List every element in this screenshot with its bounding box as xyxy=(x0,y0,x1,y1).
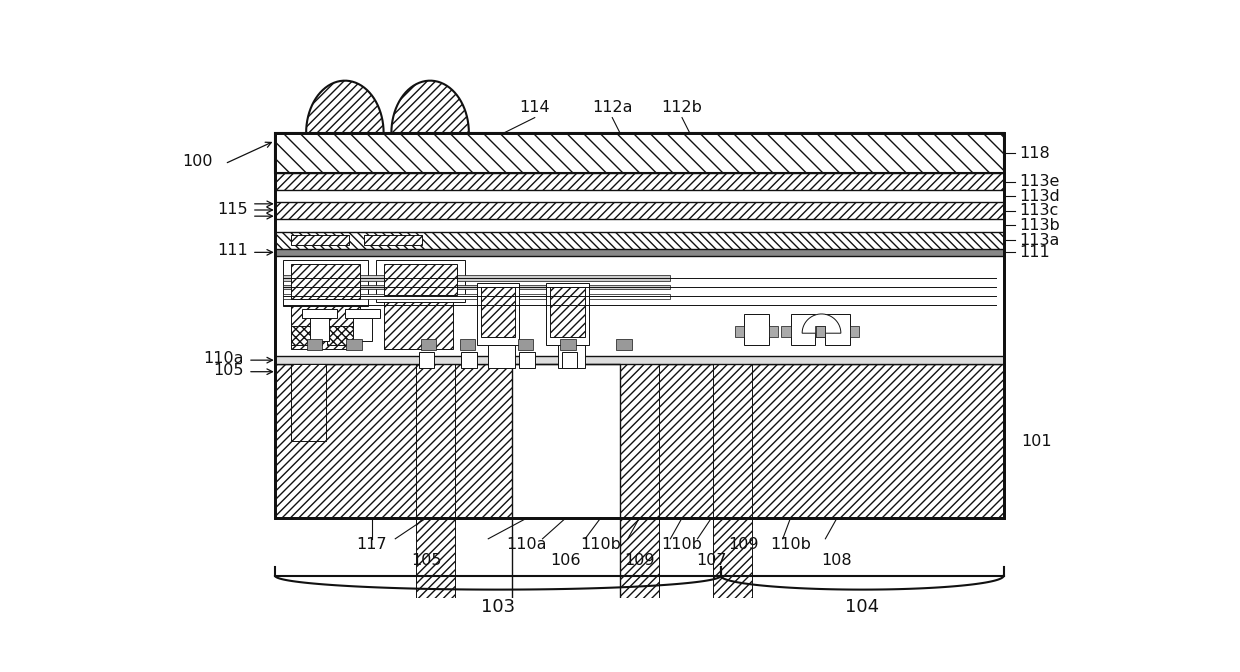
Bar xyxy=(417,364,455,672)
Text: 112b: 112b xyxy=(662,100,702,115)
Bar xyxy=(851,325,859,337)
Bar xyxy=(290,271,361,349)
Bar xyxy=(365,235,423,245)
Text: 112a: 112a xyxy=(591,100,632,115)
Bar xyxy=(520,352,534,368)
Text: 100: 100 xyxy=(182,154,213,169)
Text: 101: 101 xyxy=(1022,433,1052,448)
Text: 113c: 113c xyxy=(1019,203,1059,218)
Text: 113a: 113a xyxy=(1019,233,1059,247)
Bar xyxy=(513,366,618,651)
Bar xyxy=(290,364,325,441)
Bar xyxy=(275,249,1003,256)
Bar xyxy=(352,318,372,341)
Bar xyxy=(558,345,585,368)
Bar xyxy=(419,352,434,368)
Bar xyxy=(275,133,1003,173)
Bar xyxy=(310,318,330,341)
Text: 106: 106 xyxy=(551,553,582,568)
Text: 111: 111 xyxy=(217,243,248,257)
Polygon shape xyxy=(306,81,383,133)
Text: 109: 109 xyxy=(624,553,655,568)
Bar xyxy=(551,287,585,337)
Text: 115: 115 xyxy=(217,202,248,218)
Bar xyxy=(476,283,520,345)
Bar xyxy=(290,235,348,245)
Text: 103: 103 xyxy=(481,597,515,616)
Text: 108: 108 xyxy=(822,553,852,568)
Bar xyxy=(620,364,658,672)
Bar xyxy=(826,314,851,345)
Text: 111: 111 xyxy=(1019,245,1050,260)
Bar xyxy=(275,364,1003,518)
Bar xyxy=(275,133,1003,518)
Bar xyxy=(460,339,475,350)
Text: 110a: 110a xyxy=(203,351,244,366)
Bar xyxy=(769,325,779,337)
Bar xyxy=(283,294,671,298)
Text: 110b: 110b xyxy=(580,538,621,552)
Text: 110a: 110a xyxy=(507,538,547,552)
Bar xyxy=(275,219,1003,232)
Bar xyxy=(420,339,436,350)
Bar xyxy=(275,133,1003,518)
Bar xyxy=(283,275,671,281)
Text: 110b: 110b xyxy=(770,538,811,552)
Bar xyxy=(518,339,533,350)
Text: 114: 114 xyxy=(520,100,551,115)
Bar xyxy=(518,364,557,672)
Text: 110b: 110b xyxy=(662,538,702,552)
Bar xyxy=(383,267,454,349)
Bar xyxy=(744,314,769,345)
Text: 113e: 113e xyxy=(1019,174,1059,189)
Bar xyxy=(383,264,458,295)
Text: 109: 109 xyxy=(729,538,759,552)
Text: 107: 107 xyxy=(696,553,727,568)
Text: 113d: 113d xyxy=(1019,189,1060,204)
Text: 105: 105 xyxy=(213,363,244,378)
Text: 105: 105 xyxy=(410,553,441,568)
Bar xyxy=(734,325,744,337)
Bar xyxy=(791,314,816,345)
Bar xyxy=(306,339,322,350)
Bar xyxy=(290,325,321,345)
Bar xyxy=(275,356,1003,364)
Bar xyxy=(562,352,578,368)
Bar xyxy=(481,287,516,337)
Text: 104: 104 xyxy=(846,597,879,616)
Polygon shape xyxy=(802,314,841,333)
Bar xyxy=(290,264,361,298)
Polygon shape xyxy=(392,81,469,133)
Bar xyxy=(303,308,337,318)
Bar xyxy=(713,364,751,657)
Text: 118: 118 xyxy=(1019,146,1050,161)
Bar xyxy=(376,260,465,302)
Bar xyxy=(511,364,620,657)
Bar xyxy=(346,339,362,350)
Bar xyxy=(275,173,1003,190)
Bar xyxy=(616,339,631,350)
Bar xyxy=(461,352,476,368)
Bar xyxy=(345,308,379,318)
Text: 113b: 113b xyxy=(1019,218,1060,233)
Text: 117: 117 xyxy=(357,538,387,552)
Bar xyxy=(275,190,1003,202)
Bar xyxy=(560,339,575,350)
Bar xyxy=(275,256,1003,356)
Bar xyxy=(283,285,671,290)
Bar xyxy=(275,202,1003,219)
Bar xyxy=(781,325,791,337)
Bar xyxy=(327,325,358,345)
Bar xyxy=(275,232,1003,249)
Bar xyxy=(489,345,516,368)
Bar xyxy=(547,283,589,345)
Bar xyxy=(816,325,826,337)
Bar xyxy=(283,260,368,306)
Bar xyxy=(816,325,825,337)
